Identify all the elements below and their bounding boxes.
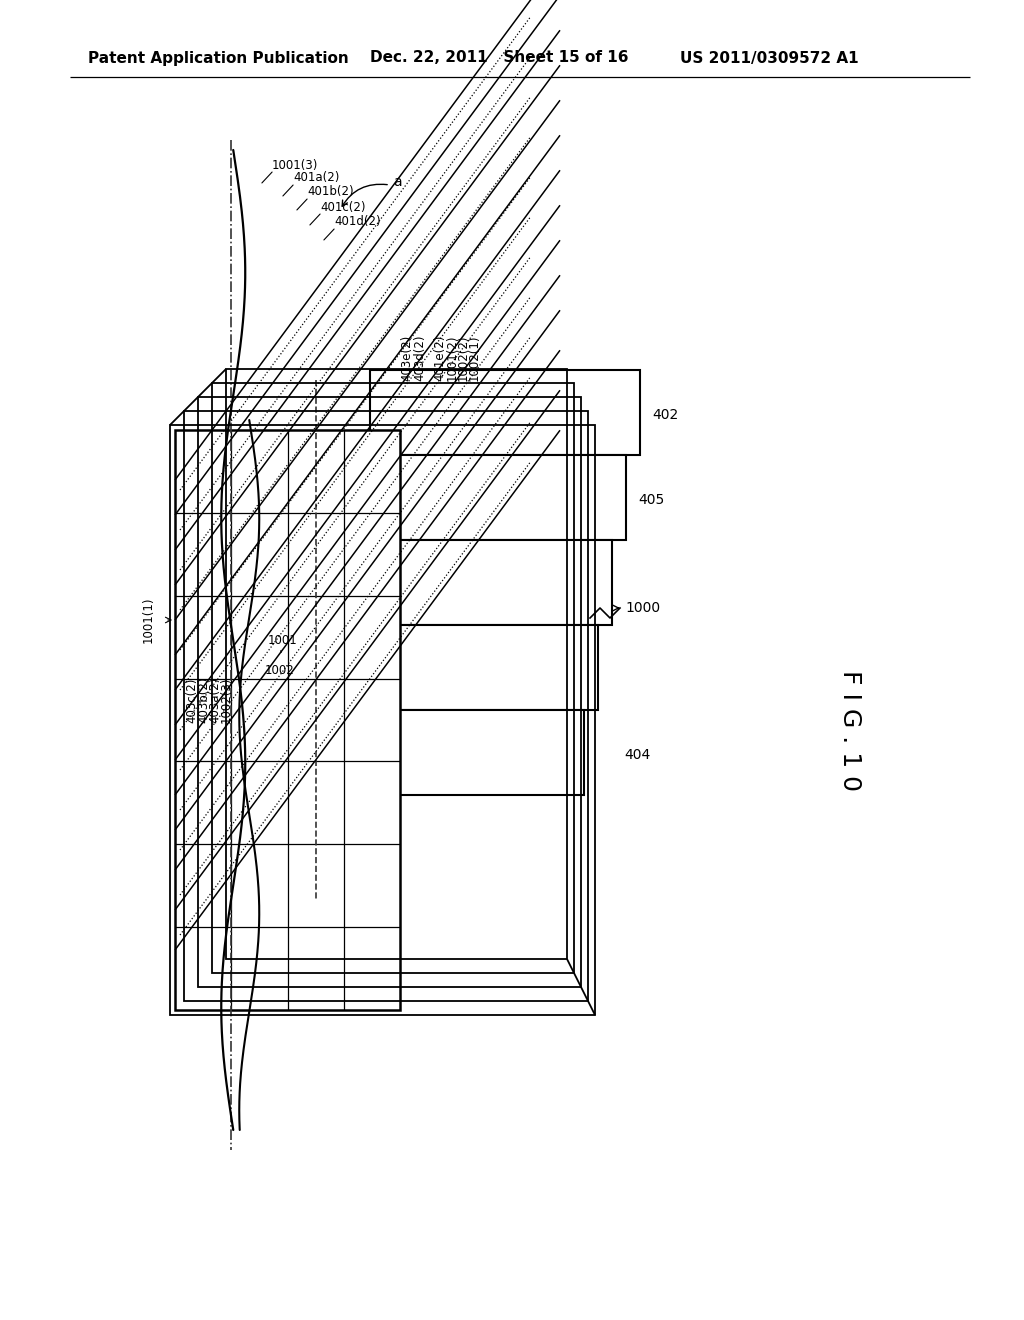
Text: 1002(3): 1002(3) <box>219 677 232 723</box>
Text: 1002(2): 1002(2) <box>457 335 469 381</box>
Text: 1001(3): 1001(3) <box>272 158 318 172</box>
Text: 403d(2): 403d(2) <box>414 335 427 381</box>
Text: 1001(2): 1001(2) <box>445 335 459 381</box>
Bar <box>314 710 584 795</box>
Text: 405: 405 <box>638 492 665 507</box>
Bar <box>175 430 400 1010</box>
Text: 403c(2): 403c(2) <box>185 677 199 722</box>
Text: Dec. 22, 2011   Sheet 15 of 16: Dec. 22, 2011 Sheet 15 of 16 <box>370 50 629 66</box>
Text: 403b(2): 403b(2) <box>198 677 211 723</box>
Text: 401e(2): 401e(2) <box>433 335 446 381</box>
Text: 1000: 1000 <box>625 601 660 615</box>
Bar <box>370 370 640 455</box>
Text: 401c(2): 401c(2) <box>319 201 366 214</box>
Text: 401b(2): 401b(2) <box>307 186 353 198</box>
Text: Patent Application Publication: Patent Application Publication <box>88 50 349 66</box>
Bar <box>212 383 574 973</box>
Text: F I G . 1 0: F I G . 1 0 <box>838 669 862 791</box>
Text: US 2011/0309572 A1: US 2011/0309572 A1 <box>680 50 859 66</box>
Bar <box>328 624 598 710</box>
Text: 1002(1): 1002(1) <box>468 335 480 381</box>
Text: 401a(2): 401a(2) <box>293 172 339 185</box>
Text: 404: 404 <box>624 748 650 762</box>
Text: 401d(2): 401d(2) <box>334 215 381 228</box>
Bar <box>356 455 626 540</box>
Bar <box>226 370 567 960</box>
Text: 403a(2): 403a(2) <box>209 677 221 723</box>
Text: a: a <box>393 176 401 189</box>
Text: 402: 402 <box>652 408 678 422</box>
Bar <box>198 397 581 987</box>
Text: 1001(1): 1001(1) <box>141 597 155 643</box>
Bar <box>170 425 595 1015</box>
Bar <box>342 540 612 624</box>
Text: 403e(2): 403e(2) <box>400 335 414 381</box>
Text: 1002: 1002 <box>265 664 295 676</box>
Text: 1001: 1001 <box>268 634 298 647</box>
Bar <box>184 411 588 1001</box>
